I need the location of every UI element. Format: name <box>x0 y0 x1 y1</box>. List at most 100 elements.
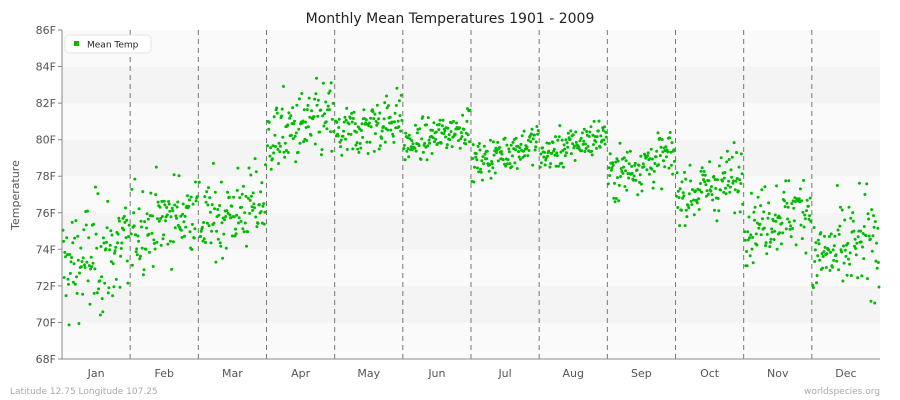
data-point <box>477 170 481 174</box>
data-point <box>565 141 569 145</box>
data-point <box>676 206 680 209</box>
data-point <box>709 189 713 193</box>
data-point <box>726 183 730 187</box>
data-point <box>274 145 277 148</box>
data-point <box>264 163 267 167</box>
data-point <box>230 204 234 208</box>
data-point <box>293 119 296 123</box>
data-point <box>241 227 245 231</box>
data-point <box>725 149 729 153</box>
data-point <box>260 181 264 185</box>
data-point <box>307 125 310 129</box>
data-point <box>251 208 255 212</box>
data-point <box>307 96 311 100</box>
data-point <box>464 142 468 146</box>
data-point <box>652 169 656 173</box>
data-point <box>635 168 639 172</box>
data-point <box>565 151 568 155</box>
data-point <box>237 221 240 225</box>
data-point <box>359 146 363 150</box>
data-point <box>812 226 816 229</box>
data-point <box>815 281 818 285</box>
data-point <box>656 131 660 135</box>
data-point <box>700 190 704 194</box>
data-point <box>211 161 215 165</box>
x-tick-label: Apr <box>291 367 311 380</box>
data-point <box>733 211 737 215</box>
data-point <box>232 195 236 199</box>
data-point <box>663 165 667 169</box>
data-point <box>316 98 320 102</box>
data-point <box>778 231 782 235</box>
data-point <box>517 150 521 154</box>
data-point <box>557 135 561 139</box>
data-point <box>215 229 218 233</box>
data-point <box>425 158 429 162</box>
data-point <box>225 209 229 213</box>
data-point <box>113 251 116 255</box>
data-point <box>402 147 406 151</box>
data-point <box>108 243 112 247</box>
data-point <box>362 108 366 112</box>
data-point <box>262 222 266 226</box>
data-point <box>658 136 662 140</box>
data-point <box>155 240 159 244</box>
data-point <box>403 158 407 162</box>
data-point <box>382 125 385 128</box>
data-point <box>98 279 102 283</box>
data-point <box>151 265 155 268</box>
data-point <box>177 174 181 178</box>
data-point <box>775 247 779 251</box>
data-point <box>82 228 86 232</box>
data-point <box>79 246 83 250</box>
data-point <box>751 261 755 265</box>
data-point <box>546 154 549 158</box>
x-tick-label: Jun <box>427 367 445 380</box>
data-point <box>743 230 747 234</box>
data-point <box>75 291 79 295</box>
data-point <box>433 140 436 144</box>
data-point <box>253 157 257 161</box>
y-tick-label: 74F <box>36 243 56 256</box>
data-point <box>749 233 753 237</box>
data-point <box>520 134 524 138</box>
data-point <box>120 241 124 245</box>
data-point <box>249 194 253 198</box>
data-point <box>827 235 831 238</box>
data-point <box>171 209 175 213</box>
data-point <box>138 257 142 261</box>
data-point <box>369 125 373 129</box>
data-point <box>282 150 286 154</box>
data-point <box>863 193 867 196</box>
data-point <box>856 276 860 280</box>
data-point <box>409 145 413 149</box>
data-point <box>841 279 845 283</box>
data-point <box>514 148 517 152</box>
data-point <box>554 164 558 168</box>
data-point <box>252 202 256 206</box>
data-point <box>439 141 443 145</box>
data-point <box>829 232 833 236</box>
data-point <box>289 133 293 137</box>
data-point <box>855 241 859 245</box>
data-point <box>719 156 723 160</box>
data-point <box>614 160 618 164</box>
data-point <box>558 124 562 128</box>
data-point <box>783 205 787 209</box>
data-point <box>425 123 428 127</box>
y-tick-label: 80F <box>36 134 56 147</box>
data-point <box>93 267 97 271</box>
data-point <box>397 99 401 103</box>
data-point <box>582 139 586 143</box>
data-point <box>94 185 97 189</box>
data-point <box>813 248 817 252</box>
data-point <box>522 129 526 133</box>
data-point <box>536 132 540 136</box>
data-point <box>545 141 549 145</box>
data-point <box>534 140 538 144</box>
data-point <box>234 227 237 231</box>
data-point <box>139 219 143 223</box>
data-point <box>205 221 209 225</box>
data-point <box>596 129 600 133</box>
data-point <box>787 220 791 224</box>
